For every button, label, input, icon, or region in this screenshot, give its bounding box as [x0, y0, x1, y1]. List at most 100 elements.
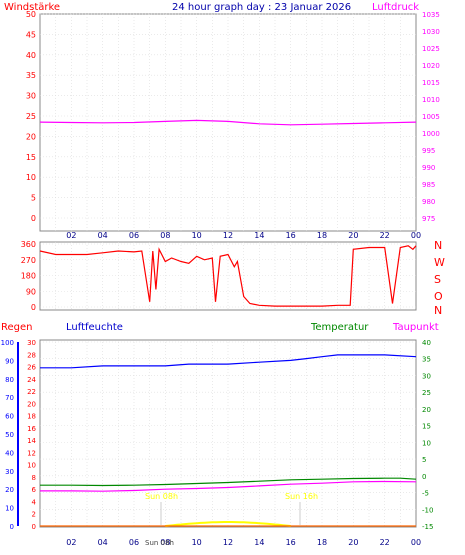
wind-time-tick-label: 08: [160, 231, 170, 240]
compass-s: S: [434, 273, 441, 286]
rain-tick-label: 2: [32, 511, 36, 519]
rain-tick-label: 18: [27, 413, 36, 421]
graph-title: 24 hour graph day : 23 Januar 2026: [172, 2, 351, 13]
rain-tick-label: 28: [27, 351, 36, 359]
rain-axis-title: Regen: [1, 322, 33, 333]
climate-time-tick-label: 00: [411, 538, 421, 547]
rain-tick-label: 26: [27, 364, 36, 372]
direction-tick-label: 180: [21, 272, 36, 281]
pressure-tick-label: 1010: [422, 96, 440, 104]
direction-tick-label: 90: [26, 287, 36, 296]
rain-tick-label: 14: [27, 437, 36, 445]
pressure-tick-label: 1000: [422, 130, 440, 138]
wind-tick-label: 35: [26, 71, 36, 80]
climate-time-tick-label: 14: [254, 538, 264, 547]
direction-tick-label: 270: [21, 256, 36, 265]
rain-tick-label: 4: [32, 498, 37, 506]
compass-n-top: N: [434, 239, 442, 252]
humidity-line: [40, 354, 417, 369]
pressure-tick-label: 985: [422, 181, 435, 189]
wind-time-tick-label: 00: [411, 231, 421, 240]
compass-w: W: [434, 256, 445, 269]
temperature-tick-label: -15: [422, 523, 433, 531]
climate-time-tick-label: 04: [98, 538, 108, 547]
pressure-tick-label: 1020: [422, 62, 440, 70]
wind-time-tick-label: 14: [254, 231, 264, 240]
climate-time-tick-label: 06: [129, 538, 139, 547]
temperature-tick-label: 35: [422, 356, 431, 364]
humidity-tick-label: 90: [5, 357, 14, 365]
temperature-tick-label: -5: [422, 490, 429, 498]
humidity-tick-label: 100: [1, 339, 14, 347]
pressure-tick-label: 1025: [422, 45, 440, 53]
humidity-tick-label: 40: [5, 449, 14, 457]
compass-n-bottom: N: [434, 304, 442, 317]
pressure-line: [39, 119, 417, 126]
humidity-tick-label: 30: [5, 468, 14, 476]
wind-tick-label: 45: [26, 30, 36, 39]
rain-tick-label: 10: [27, 462, 36, 470]
wind-time-tick-label: 22: [380, 231, 390, 240]
temperature-tick-label: 0: [422, 473, 426, 481]
pressure-tick-label: 975: [422, 215, 435, 223]
wind-axis-title: Windstärke: [4, 2, 60, 13]
pressure-tick-label: 995: [422, 147, 435, 155]
sun-bottom-label: Sun 08h: [145, 539, 174, 547]
rain-tick-label: 30: [27, 339, 36, 347]
wind-time-tick-label: 06: [129, 231, 139, 240]
climate-time-tick-label: 02: [66, 538, 76, 547]
temperature-tick-label: 15: [422, 423, 431, 431]
climate-time-tick-label: 08: [160, 538, 170, 547]
sunrise-label: Sun 08h: [145, 492, 178, 501]
wind-time-tick-label: 16: [286, 231, 296, 240]
wind-tick-label: 15: [26, 153, 36, 162]
humidity-tick-label: 80: [5, 376, 14, 384]
rain-tick-label: 20: [27, 400, 36, 408]
humidity-tick-label: 0: [10, 523, 14, 531]
climate-time-tick-label: 12: [223, 538, 233, 547]
wind-tick-label: 10: [26, 173, 36, 182]
direction-tick-label: 0: [31, 303, 36, 312]
compass-o: O: [434, 290, 443, 303]
pressure-axis-title: Luftdruck: [372, 2, 419, 13]
pressure-tick-label: 1035: [422, 11, 440, 19]
wind-tick-label: 5: [31, 194, 36, 203]
rain-tick-label: 8: [32, 474, 36, 482]
wind-direction-line: [39, 245, 417, 307]
temperature-line: [40, 477, 417, 487]
climate-time-tick-label: 20: [348, 538, 358, 547]
humidity-tick-label: 70: [5, 394, 14, 402]
wind-time-tick-label: 02: [66, 231, 76, 240]
wind-tick-label: 25: [26, 112, 36, 121]
wind-tick-label: 50: [26, 10, 36, 19]
wind-time-tick-label: 12: [223, 231, 233, 240]
temperature-tick-label: 10: [422, 439, 431, 447]
pressure-tick-label: 990: [422, 164, 435, 172]
dewpoint-line: [40, 480, 417, 492]
temperature-tick-label: 30: [422, 372, 431, 380]
wind-tick-label: 40: [26, 51, 36, 60]
direction-tick-label: 360: [21, 240, 36, 249]
humidity-tick-label: 50: [5, 431, 14, 439]
wind-time-tick-label: 20: [348, 231, 358, 240]
wind-time-tick-label: 04: [98, 231, 108, 240]
climate-time-tick-label: 18: [317, 538, 327, 547]
rain-tick-label: 6: [32, 486, 37, 494]
wind-time-tick-label: 10: [192, 231, 202, 240]
climate-time-tick-label: 16: [286, 538, 296, 547]
temperature-tick-label: 25: [422, 389, 431, 397]
pressure-tick-label: 1005: [422, 113, 440, 121]
climate-panel: [39, 339, 417, 528]
wind-tick-label: 20: [26, 132, 36, 141]
rain-tick-label: 22: [27, 388, 36, 396]
temperature-tick-label: 5: [422, 456, 426, 464]
climate-time-tick-label: 22: [380, 538, 390, 547]
pressure-tick-label: 1015: [422, 79, 440, 87]
rain-tick-label: 16: [27, 425, 36, 433]
wind-tick-label: 0: [31, 214, 36, 223]
pressure-tick-label: 1030: [422, 28, 440, 36]
dewpoint-axis-title: Taupunkt: [392, 322, 439, 333]
pressure-tick-label: 980: [422, 198, 435, 206]
temperature-tick-label: -10: [422, 506, 433, 514]
climate-time-tick-label: 10: [192, 538, 202, 547]
